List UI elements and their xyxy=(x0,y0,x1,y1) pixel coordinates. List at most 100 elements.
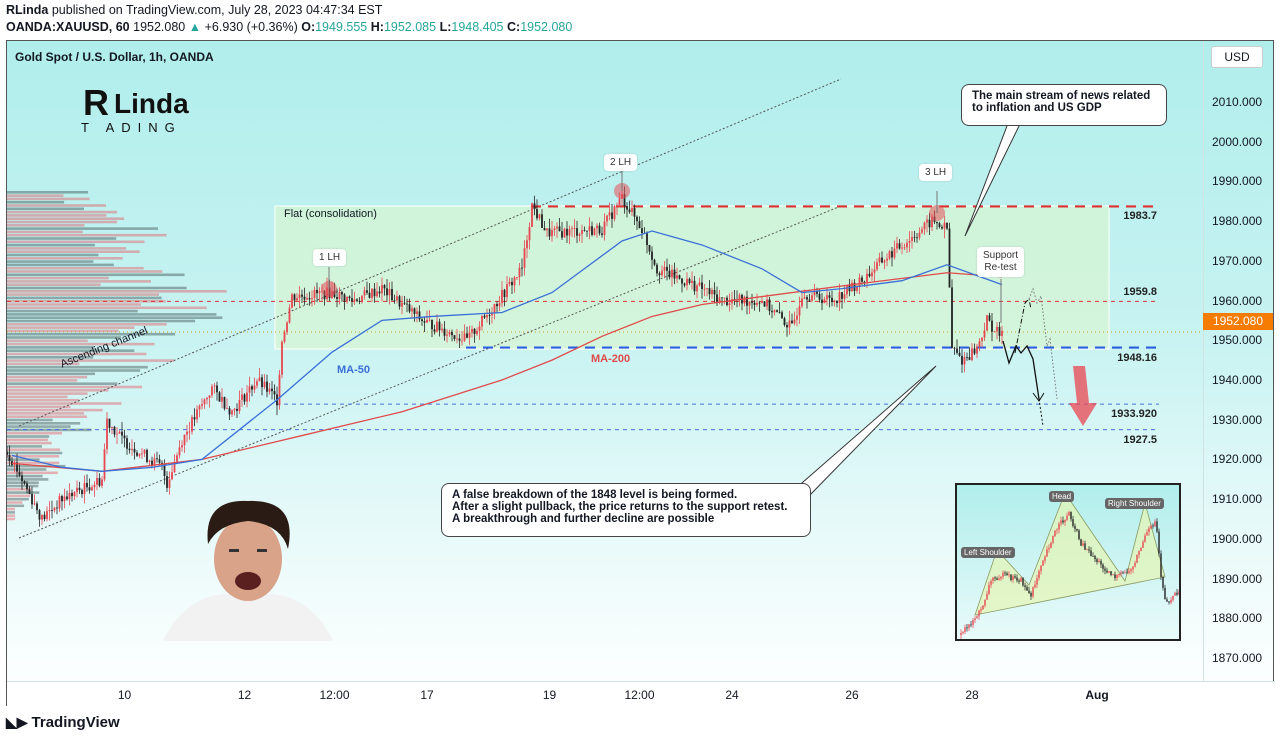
candle-body xyxy=(586,230,588,232)
volume-profile-bar xyxy=(7,349,135,352)
candle-body xyxy=(913,236,916,238)
volume-profile-bar xyxy=(7,263,114,267)
candle-body xyxy=(728,303,731,306)
candle-body xyxy=(743,296,746,304)
inset-candle-body xyxy=(1072,519,1074,526)
candle-body xyxy=(31,494,33,505)
news-text-2: to inflation and US GDP xyxy=(972,102,1102,114)
candle-body xyxy=(676,275,678,279)
currency-button[interactable]: USD xyxy=(1211,46,1263,68)
candle-body xyxy=(623,194,626,206)
inset-candle-body xyxy=(1110,571,1112,575)
volume-profile-bar xyxy=(7,303,141,306)
candle-body xyxy=(801,298,803,307)
volume-profile-bar xyxy=(7,441,52,445)
price-tick: 1990.000 xyxy=(1212,174,1263,189)
candle-body xyxy=(166,476,168,488)
candle-body xyxy=(288,307,291,323)
inset-candle-body xyxy=(1176,592,1178,595)
inset-candle-body xyxy=(966,627,968,629)
tradingview-logo[interactable]: ◣▶ TradingView xyxy=(6,714,120,731)
time-axis[interactable]: 10 12 12:00 17 19 12:00 24 26 28 Aug xyxy=(7,681,1275,706)
inset-candle-body xyxy=(1120,572,1122,574)
volume-profile-bar xyxy=(7,415,87,418)
lh1-tag[interactable]: 1 LH xyxy=(313,249,347,266)
inset-candle-body xyxy=(1136,554,1138,563)
candle-body xyxy=(301,294,303,297)
author[interactable]: RLinda xyxy=(6,3,49,17)
price-axis[interactable]: 2010.000 2000.000 1990.000 1980.000 1970.000… xyxy=(1203,41,1275,681)
candle-body xyxy=(383,285,386,289)
inset-candle-body xyxy=(1098,560,1100,562)
candle-body xyxy=(846,285,848,295)
inset-candle-body xyxy=(1084,543,1086,550)
candle-body xyxy=(463,333,466,341)
lh2-tag[interactable]: 2 LH xyxy=(604,154,638,171)
candle-body xyxy=(388,289,391,296)
inset-candle-body xyxy=(1078,530,1080,540)
support-retest-tag[interactable]: Support Re-test xyxy=(977,247,1025,277)
volume-profile-bar xyxy=(7,484,39,488)
candle-body xyxy=(576,228,578,236)
inset-candle-body xyxy=(988,584,990,594)
inset-candle-body xyxy=(1154,521,1156,527)
candle-body xyxy=(431,319,433,330)
inset-candle-body xyxy=(1002,572,1004,577)
inset-candle-body xyxy=(1138,551,1140,555)
footer-brand: TradingView xyxy=(31,714,120,731)
candle-body xyxy=(611,212,613,219)
candle-body xyxy=(291,294,293,308)
breakdown-pointer xyxy=(786,365,937,497)
volume-profile-bar xyxy=(7,214,107,217)
chart-canvas[interactable] xyxy=(7,41,1203,681)
candle-body xyxy=(788,320,791,328)
candle-body xyxy=(568,229,571,236)
candle-body xyxy=(646,233,648,246)
candle-body xyxy=(21,475,23,482)
inset-candle-body xyxy=(1092,555,1094,557)
candle-body xyxy=(866,273,868,282)
candle-body xyxy=(426,319,428,323)
candle-body xyxy=(51,509,53,511)
candle-body xyxy=(113,426,116,435)
inset-candle-body xyxy=(1040,565,1042,572)
candle-body xyxy=(38,510,41,520)
lh3-tag[interactable]: 3 LH xyxy=(919,164,953,181)
breakdown-callout[interactable]: A false breakdown of the 1848 level is b… xyxy=(441,483,811,537)
price-tick: 1890.000 xyxy=(1212,571,1263,586)
news-callout[interactable]: The main stream of news related to inflat… xyxy=(961,84,1167,126)
volume-profile-bar xyxy=(7,497,29,501)
volume-profile-bar xyxy=(7,332,176,336)
candle-body xyxy=(583,230,586,231)
candle-body xyxy=(196,409,198,420)
inset-candle-body xyxy=(978,610,980,617)
candle-body xyxy=(731,299,733,304)
left-shoulder-tag: Left Shoulder xyxy=(961,547,1015,558)
candle-body xyxy=(373,288,376,297)
candle-body xyxy=(718,297,721,303)
volume-profile-bar xyxy=(7,425,71,428)
chart-frame[interactable]: Gold Spot / U.S. Dollar, 1h, OANDA R Lind… xyxy=(6,40,1275,706)
inset-candle-body xyxy=(962,631,964,633)
head-and-shoulders-inset: Left Shoulder Head Right Shoulder xyxy=(955,483,1181,641)
volume-profile-bar xyxy=(7,326,135,329)
candle-body xyxy=(413,308,416,315)
candle-body xyxy=(986,315,988,331)
candle-body xyxy=(873,269,876,273)
candle-body xyxy=(968,357,971,360)
volume-profile-bar xyxy=(7,194,64,197)
candle-body xyxy=(73,492,76,497)
inset-candle-body xyxy=(1094,555,1096,560)
time-tick: 28 xyxy=(965,688,979,702)
candle-body xyxy=(246,392,248,402)
candle-body xyxy=(821,299,823,304)
candle-body xyxy=(171,472,173,480)
candle-body xyxy=(266,381,268,392)
open-value: 1949.555 xyxy=(315,20,368,34)
candle-body xyxy=(53,507,56,511)
candle-body xyxy=(118,431,121,434)
candle-body xyxy=(108,418,111,428)
time-tick: 19 xyxy=(542,688,557,702)
candle-body xyxy=(263,381,266,388)
candle-body xyxy=(663,266,666,271)
